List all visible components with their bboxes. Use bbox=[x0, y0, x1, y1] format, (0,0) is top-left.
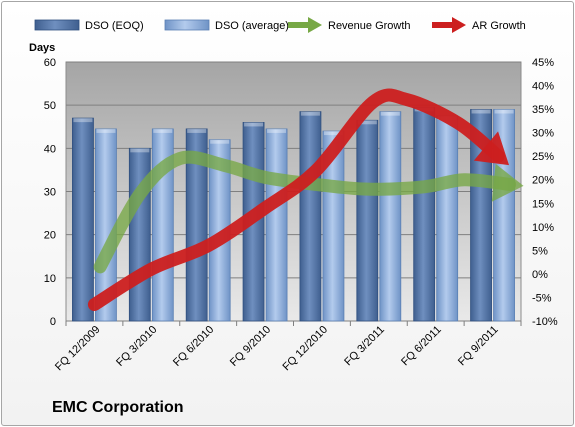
legend-swatch-arrowhead bbox=[452, 17, 466, 33]
y-tick-label: 40 bbox=[44, 143, 56, 155]
bar-cap bbox=[380, 111, 400, 116]
revenue-growth-line bbox=[93, 150, 517, 274]
y2-tick-label: 20% bbox=[532, 175, 554, 187]
y2-tick-label: 45% bbox=[532, 57, 554, 69]
bar-cap bbox=[323, 131, 343, 136]
y-tick-label: 60 bbox=[44, 57, 56, 69]
y2-tick-label: 15% bbox=[532, 198, 554, 210]
bar-cap bbox=[187, 128, 207, 133]
ar-growth-arrowhead bbox=[473, 131, 510, 166]
bar-cap bbox=[244, 122, 264, 127]
y2-tick-label: 30% bbox=[532, 128, 554, 140]
x-tick-label: FQ 3/2011 bbox=[342, 324, 387, 369]
bar-cap bbox=[73, 118, 93, 123]
legend-item: AR Growth bbox=[432, 17, 526, 33]
bar-dso-average bbox=[436, 115, 459, 322]
bar-cap bbox=[96, 128, 116, 133]
bar-dso-average bbox=[265, 128, 288, 322]
bar-dso-eoq bbox=[128, 147, 151, 322]
legend: DSO (EOQ) DSO (average) Revenue Growth AR G… bbox=[34, 17, 526, 33]
legend-label: DSO (EOQ) bbox=[85, 20, 144, 32]
y2-tick-label: 40% bbox=[532, 81, 554, 93]
bar-dso-eoq bbox=[470, 109, 492, 322]
legend-label: AR Growth bbox=[472, 20, 526, 32]
ar-growth-line bbox=[87, 88, 505, 312]
y-tick-label: 30 bbox=[44, 187, 56, 199]
y2-tick-label: -5% bbox=[532, 292, 552, 304]
y-axis-left: 0 10 20 30 40 50 60 bbox=[44, 57, 56, 328]
bar-dso-eoq bbox=[185, 128, 208, 322]
bar-dso-eoq bbox=[299, 111, 322, 322]
legend-label: Revenue Growth bbox=[328, 20, 411, 32]
bar-dso-eoq bbox=[413, 106, 436, 322]
bar-cap bbox=[300, 111, 320, 116]
bar-cap bbox=[130, 148, 150, 153]
legend-item: DSO (EOQ) bbox=[34, 19, 144, 32]
y-tick-label: 0 bbox=[50, 316, 56, 328]
legend-item: Revenue Growth bbox=[288, 17, 411, 33]
y2-tick-label: 5% bbox=[532, 245, 548, 257]
bar-cap bbox=[267, 128, 287, 133]
bar-dso-eoq bbox=[72, 117, 94, 322]
revenue-growth-arrowhead bbox=[491, 163, 524, 202]
x-tick-label: FQ 12/2010 bbox=[280, 324, 330, 374]
y2-tick-label: 35% bbox=[532, 104, 554, 116]
x-tick-label: FQ 6/2011 bbox=[399, 324, 444, 369]
bar-cap bbox=[210, 139, 230, 144]
x-axis: FQ 12/2009 FQ 3/2010 FQ 6/2010 FQ 9/2010 FQ … bbox=[53, 321, 522, 374]
bar-cap bbox=[494, 109, 514, 114]
y-tick-label: 20 bbox=[44, 230, 56, 242]
bar-cap bbox=[153, 128, 173, 133]
y2-tick-label: 10% bbox=[532, 222, 554, 234]
y-tick-label: 10 bbox=[44, 273, 56, 285]
x-tick-label: FQ 12/2009 bbox=[53, 324, 103, 374]
y-tick-label: 50 bbox=[44, 100, 56, 112]
legend-swatch bbox=[34, 19, 80, 31]
bar-dso-average bbox=[379, 111, 402, 322]
legend-swatch bbox=[164, 19, 210, 31]
legend-swatch-arrowhead bbox=[308, 17, 322, 33]
bar-cap bbox=[357, 120, 377, 125]
y-axis-title: Days bbox=[29, 42, 55, 54]
y2-tick-label: -10% bbox=[532, 316, 558, 328]
bar-dso-eoq bbox=[356, 119, 379, 322]
x-tick-label: FQ 3/2010 bbox=[114, 324, 159, 369]
bar-dso-average bbox=[322, 130, 345, 322]
legend-item: DSO (average) bbox=[164, 19, 289, 32]
y2-tick-label: 0% bbox=[532, 269, 548, 281]
x-tick-label: FQ 9/2010 bbox=[228, 324, 273, 369]
growth-arrows bbox=[87, 88, 524, 312]
y2-tick-label: 25% bbox=[532, 151, 554, 163]
company-label: EMC Corporation bbox=[52, 399, 184, 416]
x-tick-label: FQ 9/2011 bbox=[456, 324, 501, 369]
y-axis-right: -10% -5% 0% 5% 10% 15% 20% 25% 30% 35% 40% 45% bbox=[532, 57, 558, 328]
legend-label: DSO (average) bbox=[215, 20, 289, 32]
x-tick-label: FQ 6/2010 bbox=[171, 324, 216, 369]
bar-cap bbox=[471, 109, 491, 114]
